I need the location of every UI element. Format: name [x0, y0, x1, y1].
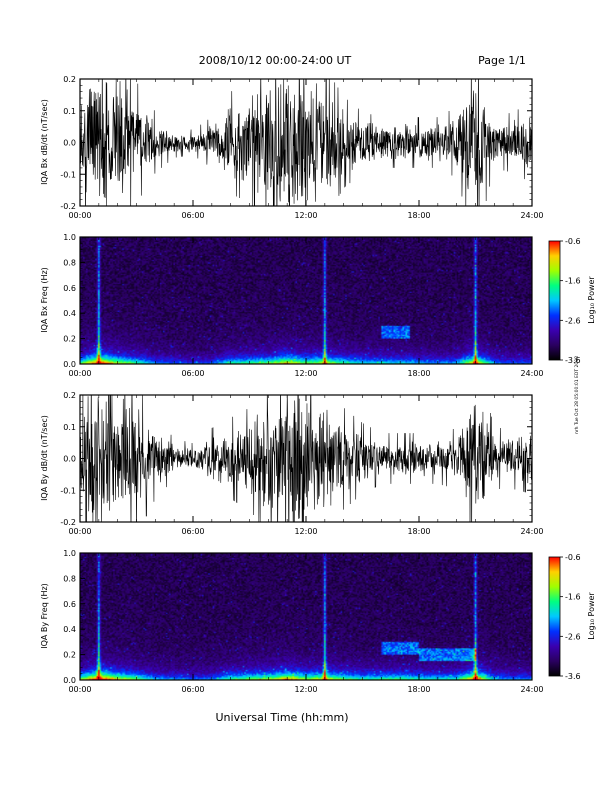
x-tick-label: 12:00	[294, 369, 317, 378]
y-tick-label: 0.6	[63, 284, 76, 293]
colorbar-tick-label: -0.6	[565, 237, 581, 246]
y-tick-label: -0.2	[60, 202, 76, 211]
y-tick-label: 0.1	[63, 107, 76, 116]
x-tick-label: 12:00	[294, 685, 317, 694]
x-tick-label: 18:00	[407, 527, 430, 536]
x-tick-label: 06:00	[181, 211, 204, 220]
x-tick-label: 06:00	[181, 527, 204, 536]
y-tick-label: 0.0	[63, 139, 76, 148]
x-tick-label: 18:00	[407, 369, 430, 378]
y-tick-label: 0.0	[63, 360, 76, 369]
timestamp-stamp: nrh Tue Oct 28 05:00:01 EDT 2008	[574, 356, 580, 434]
y-tick-label: 0.4	[63, 309, 76, 318]
y-axis-label: IQA Bx Freq (Hz)	[40, 267, 49, 333]
x-tick-label: 00:00	[68, 527, 91, 536]
colorbar-tick-label: -3.6	[565, 356, 581, 365]
y-tick-label: 0.8	[63, 258, 76, 267]
panel-bx-spectrogram: IQA Bx Freq (Hz) Log₁₀ Power 1.0 0.8 0.6 0.…	[40, 233, 596, 378]
colorbar-tick-label: -3.6	[565, 672, 581, 681]
page-number: Page 1/1	[478, 54, 526, 67]
series-trace	[80, 79, 532, 206]
x-tick-label: 06:00	[181, 685, 204, 694]
colorbar	[548, 240, 561, 361]
x-tick-label: 00:00	[68, 685, 91, 694]
series-trace	[80, 395, 532, 522]
colorbar-tick-label: -2.6	[565, 316, 581, 325]
y-tick-label: -0.1	[60, 486, 76, 495]
page-title: 2008/10/12 00:00-24:00 UT	[199, 54, 352, 67]
y-axis-label: IQA By dB/dt (nT/sec)	[40, 415, 49, 501]
y-tick-label: 0.2	[63, 651, 76, 660]
colorbar	[548, 556, 561, 677]
y-tick-label: 0.1	[63, 423, 76, 432]
y-tick-label: 1.0	[63, 549, 76, 558]
y-tick-label: 0.4	[63, 625, 76, 634]
x-tick-label: 12:00	[294, 527, 317, 536]
x-tick-label: 24:00	[520, 685, 543, 694]
y-tick-label: 1.0	[63, 233, 76, 242]
x-tick-label: 24:00	[520, 211, 543, 220]
panel-by-spectrogram: IQA By Freq (Hz) Log₁₀ Power 1.0 0.8 0.6 0.…	[40, 549, 596, 694]
x-tick-label: 06:00	[181, 369, 204, 378]
y-tick-label: 0.6	[63, 600, 76, 609]
y-tick-label: 0.8	[63, 574, 76, 583]
y-axis-label: IQA Bx dB/dt (nT/sec)	[40, 99, 49, 185]
y-tick-label: 0.2	[63, 75, 76, 84]
colorbar-tick-label: -1.6	[565, 277, 581, 286]
x-tick-label: 24:00	[520, 527, 543, 536]
x-tick-label: 12:00	[294, 211, 317, 220]
y-tick-label: 0.0	[63, 676, 76, 685]
colorbar-tick-label: -1.6	[565, 593, 581, 602]
y-tick-label: -0.1	[60, 170, 76, 179]
x-tick-label: 24:00	[520, 369, 543, 378]
spectrogram-image	[80, 237, 532, 364]
y-axis-label: IQA By Freq (Hz)	[40, 583, 49, 649]
y-tick-label: 0.2	[63, 335, 76, 344]
panel-bx-dbdt: IQA Bx dB/dt (nT/sec) 0.20.10.0-0.1-0.20…	[40, 75, 544, 220]
x-tick-label: 18:00	[407, 685, 430, 694]
x-axis-label: Universal Time (hh:mm)	[216, 711, 349, 724]
colorbar-label: Log₁₀ Power	[587, 276, 596, 324]
colorbar-tick-label: -0.6	[565, 553, 581, 562]
y-tick-label: 0.0	[63, 455, 76, 464]
x-tick-label: 00:00	[68, 369, 91, 378]
spectrogram-image	[80, 553, 532, 680]
x-tick-label: 00:00	[68, 211, 91, 220]
y-tick-label: -0.2	[60, 518, 76, 527]
y-tick-label: 0.2	[63, 391, 76, 400]
panel-by-dbdt: IQA By dB/dt (nT/sec) 0.20.10.0-0.1-0.20…	[40, 391, 544, 536]
colorbar-label: Log₁₀ Power	[587, 592, 596, 640]
colorbar-tick-label: -2.6	[565, 632, 581, 641]
x-tick-label: 18:00	[407, 211, 430, 220]
